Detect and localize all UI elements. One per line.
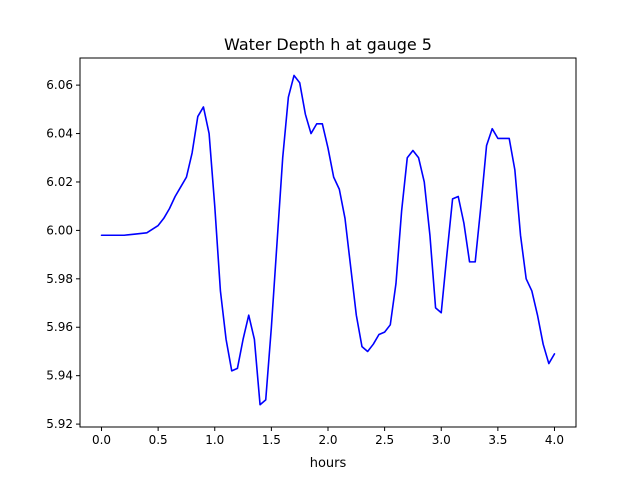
- y-tick-label: 6.02: [46, 175, 73, 189]
- x-tick-label: 0.5: [149, 433, 168, 447]
- y-tick-label: 5.96: [46, 320, 73, 334]
- chart-title: Water Depth h at gauge 5: [224, 35, 432, 54]
- x-tick-label: 2.5: [375, 433, 394, 447]
- plot-area: [100, 74, 556, 406]
- x-tick-label: 3.0: [432, 433, 451, 447]
- x-tick-label: 4.0: [545, 433, 564, 447]
- series-line-0: [100, 74, 556, 406]
- y-tick-label: 6.04: [46, 127, 73, 141]
- axes: 0.0 0.5 1.0 1.5 2.0 2.5 3.0 3.5 4.0 5.92 5.94 5.96 5…: [46, 57, 577, 447]
- y-tick-label: 6.00: [46, 223, 73, 237]
- x-tick-label: 0.0: [92, 433, 111, 447]
- y-tick-label: 5.92: [46, 417, 73, 431]
- x-tick-label: 3.5: [488, 433, 507, 447]
- x-tick-label: 1.0: [205, 433, 224, 447]
- y-tick-label: 5.98: [46, 272, 73, 286]
- x-tick-label: 1.5: [262, 433, 281, 447]
- y-tick-label: 5.94: [46, 369, 73, 383]
- y-tick-label: 6.06: [46, 78, 73, 92]
- x-tick-label: 2.0: [318, 433, 337, 447]
- x-axis-label: hours: [310, 456, 347, 471]
